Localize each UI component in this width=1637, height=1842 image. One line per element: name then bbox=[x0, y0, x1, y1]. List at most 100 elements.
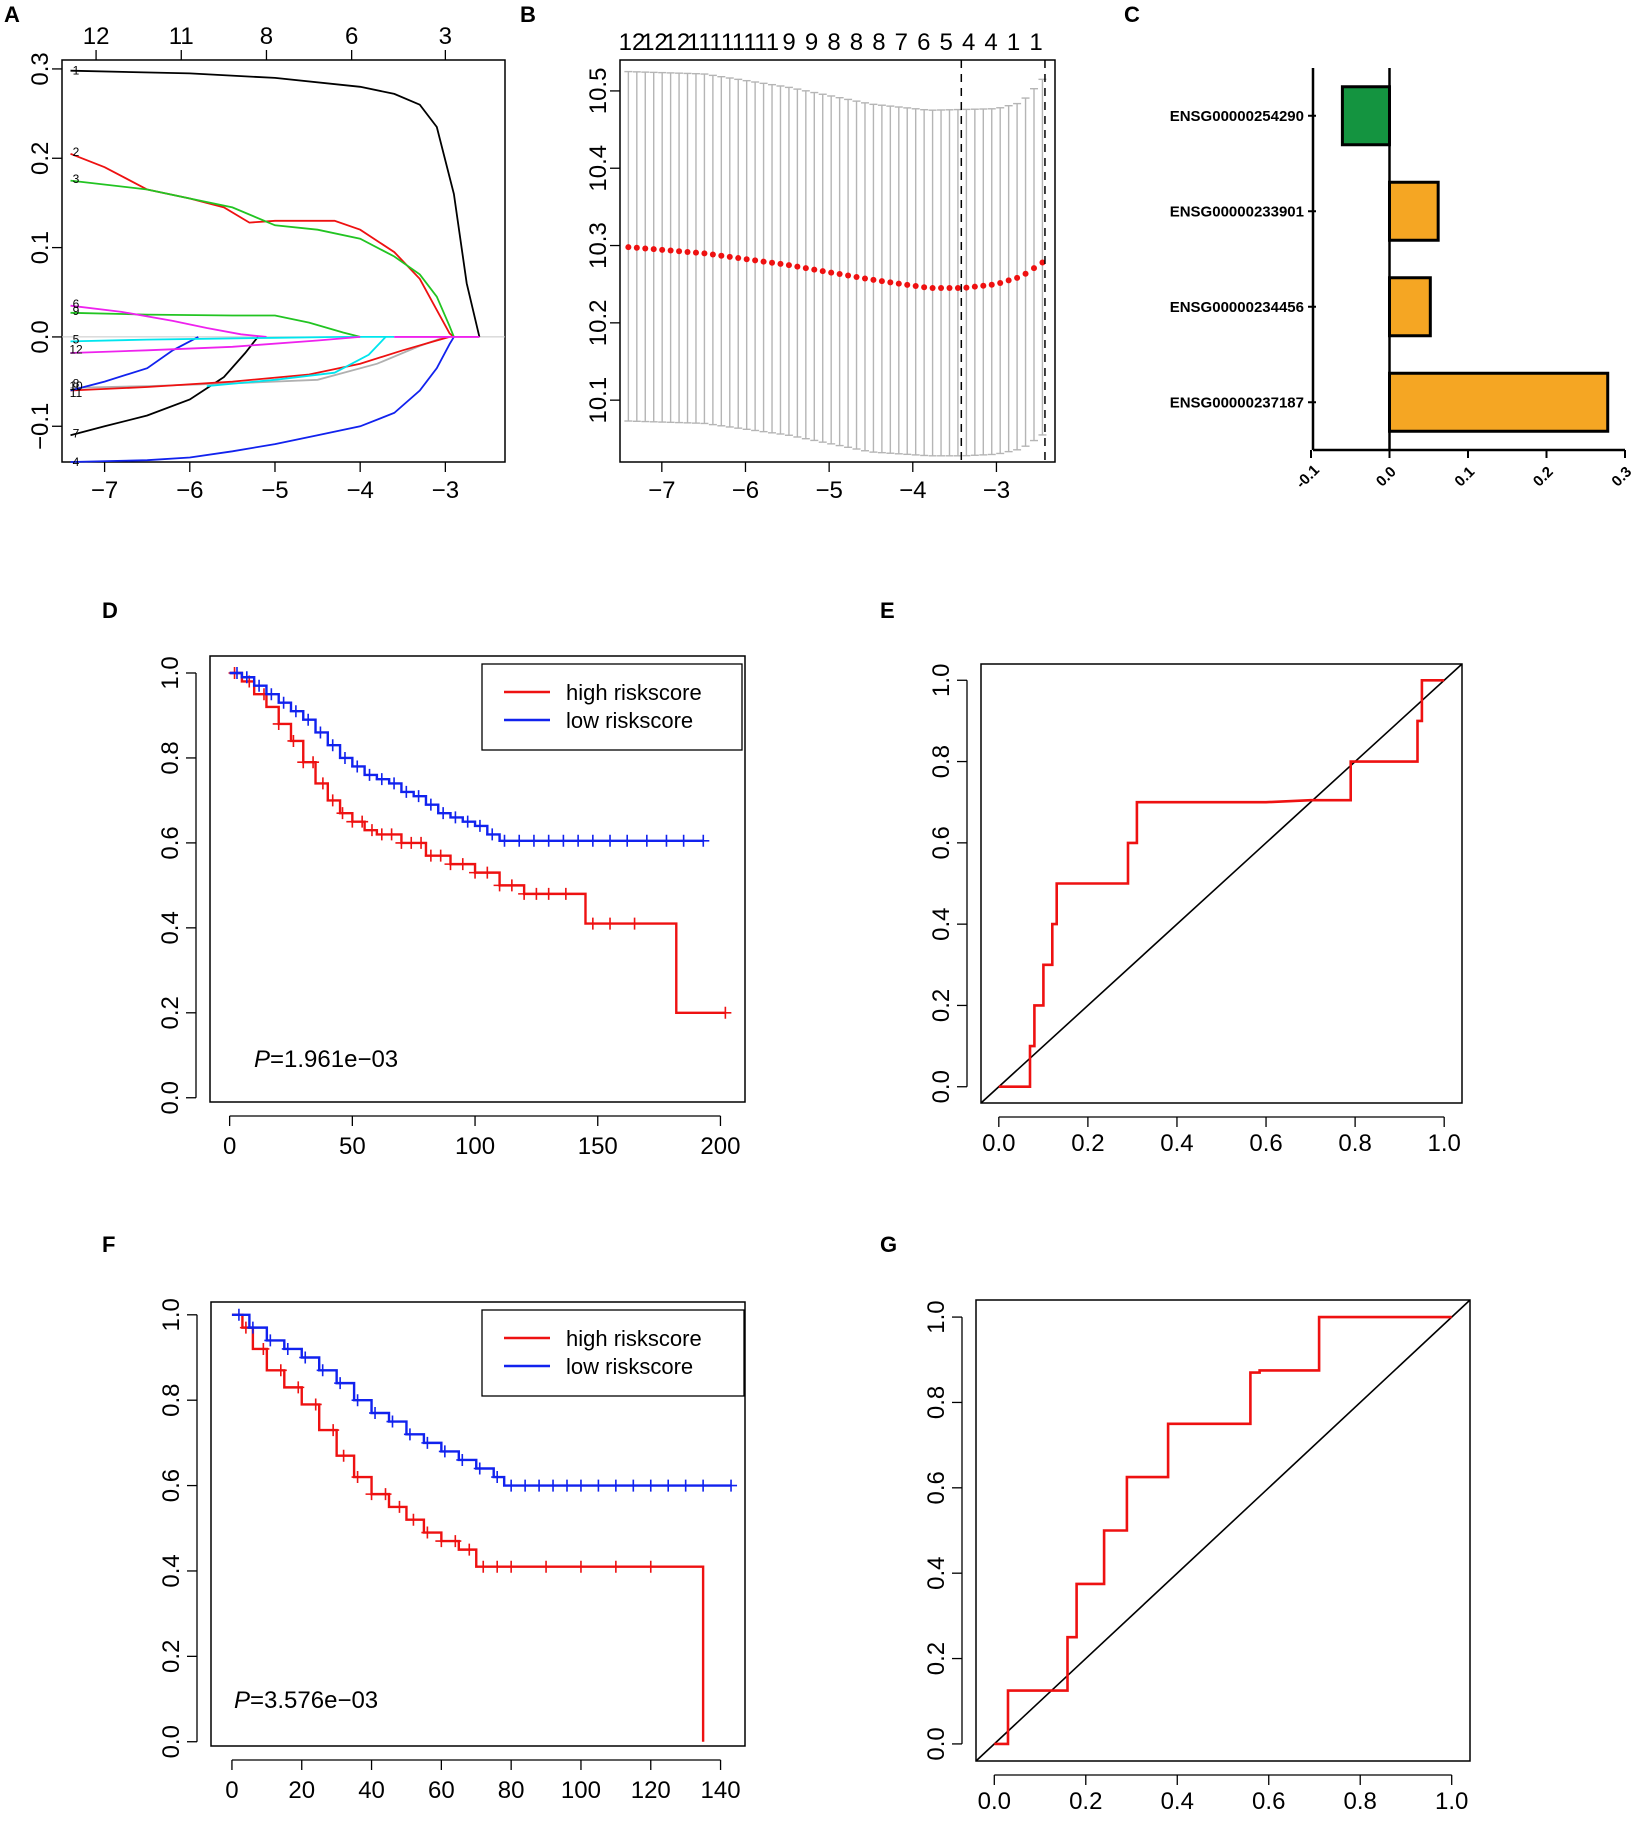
censor-mark bbox=[421, 1526, 434, 1539]
censor-mark bbox=[351, 1394, 364, 1407]
deviance-point bbox=[726, 253, 733, 260]
deviance-point bbox=[625, 244, 632, 251]
p-value-number: =3.576e−03 bbox=[250, 1687, 378, 1714]
legend-label: low riskscore bbox=[566, 708, 693, 733]
plot-frame bbox=[61, 59, 506, 463]
censor-mark bbox=[609, 1479, 622, 1492]
deviance-point bbox=[718, 252, 725, 259]
censor-mark bbox=[438, 1445, 451, 1458]
top-tick-label: 9 bbox=[782, 29, 795, 56]
censor-mark bbox=[326, 739, 339, 752]
censor-mark bbox=[586, 834, 599, 847]
censor-mark bbox=[274, 1364, 287, 1377]
deviance-point bbox=[921, 284, 928, 291]
top-tick-label: 9 bbox=[805, 29, 818, 56]
censor-mark bbox=[316, 777, 329, 790]
censor-mark bbox=[272, 717, 285, 730]
plot-frame bbox=[980, 663, 1463, 1104]
survival-chart-gse39582: high riskscore low riskscore P=1.961e−03 0 5… bbox=[157, 655, 746, 1160]
x-tick-label: 1.0 bbox=[1427, 1130, 1460, 1157]
y-tick-label: 0.6 bbox=[923, 1471, 950, 1504]
panel-label-d: D bbox=[102, 598, 118, 623]
deviance-point bbox=[760, 258, 767, 265]
deviance-point bbox=[912, 283, 919, 290]
x-tick-label: 0.6 bbox=[1249, 1130, 1282, 1157]
censor-mark bbox=[400, 785, 413, 798]
legend-label: low riskscore bbox=[566, 1354, 693, 1379]
censor-mark bbox=[547, 1479, 560, 1492]
x-tick-label: −6 bbox=[176, 477, 203, 504]
censor-mark bbox=[498, 834, 511, 847]
x-tick-label: 40 bbox=[358, 1777, 385, 1804]
censor-mark bbox=[326, 794, 339, 807]
censor-mark bbox=[415, 836, 428, 849]
deviance-point bbox=[980, 282, 987, 289]
path-number-label: 3 bbox=[73, 172, 80, 186]
y-tick-label: 0.2 bbox=[928, 989, 955, 1022]
x-tick-label: −5 bbox=[261, 477, 288, 504]
deviance-point bbox=[1014, 274, 1021, 281]
coefficient-path-4 bbox=[70, 336, 455, 463]
path-number-label: 9 bbox=[73, 304, 80, 318]
censor-mark bbox=[662, 1479, 675, 1492]
censor-mark bbox=[287, 734, 300, 747]
top-tick-label: 11 bbox=[732, 29, 757, 56]
top-tick-label: 4 bbox=[984, 29, 997, 56]
km-curve-low bbox=[231, 1313, 732, 1487]
x-tick-label: −4 bbox=[899, 477, 926, 504]
censor-mark bbox=[505, 879, 518, 892]
deviance-point bbox=[929, 285, 936, 292]
y-tick-label: 0.4 bbox=[158, 1554, 185, 1587]
censor-mark bbox=[559, 887, 572, 900]
deviance-point bbox=[878, 278, 885, 285]
bar-ENSG00000233901 bbox=[1388, 180, 1440, 242]
y-tick-label: 0.2 bbox=[157, 996, 184, 1029]
censor-mark bbox=[533, 1479, 546, 1492]
category-label: ENSG00000237187 bbox=[1170, 394, 1304, 411]
x-tick-label: 0.8 bbox=[1344, 1788, 1377, 1815]
top-tick-label: 3 bbox=[439, 23, 452, 50]
top-tick-label: 12 bbox=[83, 23, 110, 50]
censor-mark bbox=[365, 824, 378, 837]
y-tick-label: 0.2 bbox=[158, 1640, 185, 1673]
roc-chart-gse39582: 0.0 0.2 0.4 0.6 0.8 1.0 0.0 0.2 0.4 0.6 0.8 1.0 bbox=[928, 663, 1463, 1157]
coefficient-path-2 bbox=[70, 152, 455, 338]
censor-mark bbox=[337, 1449, 350, 1462]
censor-mark bbox=[407, 1513, 420, 1526]
deviance-point bbox=[870, 276, 877, 283]
legend-box bbox=[481, 663, 743, 751]
x-tick-label: −6 bbox=[732, 477, 759, 504]
censor-mark bbox=[385, 828, 398, 841]
censor-mark bbox=[604, 917, 617, 930]
x-tick-label: 0.1 bbox=[1451, 463, 1478, 490]
censor-mark bbox=[644, 1479, 657, 1492]
y-tick-label: 1.0 bbox=[928, 664, 955, 697]
deviance-point bbox=[1005, 277, 1012, 284]
deviance-point bbox=[1022, 270, 1029, 277]
censor-mark bbox=[434, 849, 447, 862]
deviance-point bbox=[684, 248, 691, 255]
censor-mark bbox=[542, 887, 555, 900]
x-tick-label: −4 bbox=[346, 477, 373, 504]
plot-frame bbox=[210, 1301, 746, 1747]
censor-mark bbox=[697, 834, 710, 847]
top-tick-label: 12 bbox=[619, 29, 646, 56]
x-tick-label: −3 bbox=[983, 477, 1010, 504]
y-tick-label: 10.3 bbox=[585, 222, 612, 269]
deviance-point bbox=[861, 275, 868, 282]
censor-mark bbox=[491, 1560, 504, 1573]
censor-mark bbox=[677, 834, 690, 847]
censor-mark bbox=[477, 1560, 490, 1573]
coefficient-path-5b bbox=[206, 336, 387, 387]
censor-mark bbox=[365, 1488, 378, 1501]
censor-mark bbox=[660, 834, 673, 847]
path-number-label: 10 bbox=[69, 379, 83, 393]
plot-frame bbox=[209, 655, 746, 1103]
censor-mark bbox=[232, 1308, 245, 1321]
censor-mark bbox=[444, 858, 457, 871]
p-value-number: =1.961e−03 bbox=[270, 1046, 398, 1073]
path-number-label: 2 bbox=[73, 145, 80, 159]
censor-mark bbox=[307, 756, 320, 769]
censor-mark bbox=[230, 666, 243, 679]
